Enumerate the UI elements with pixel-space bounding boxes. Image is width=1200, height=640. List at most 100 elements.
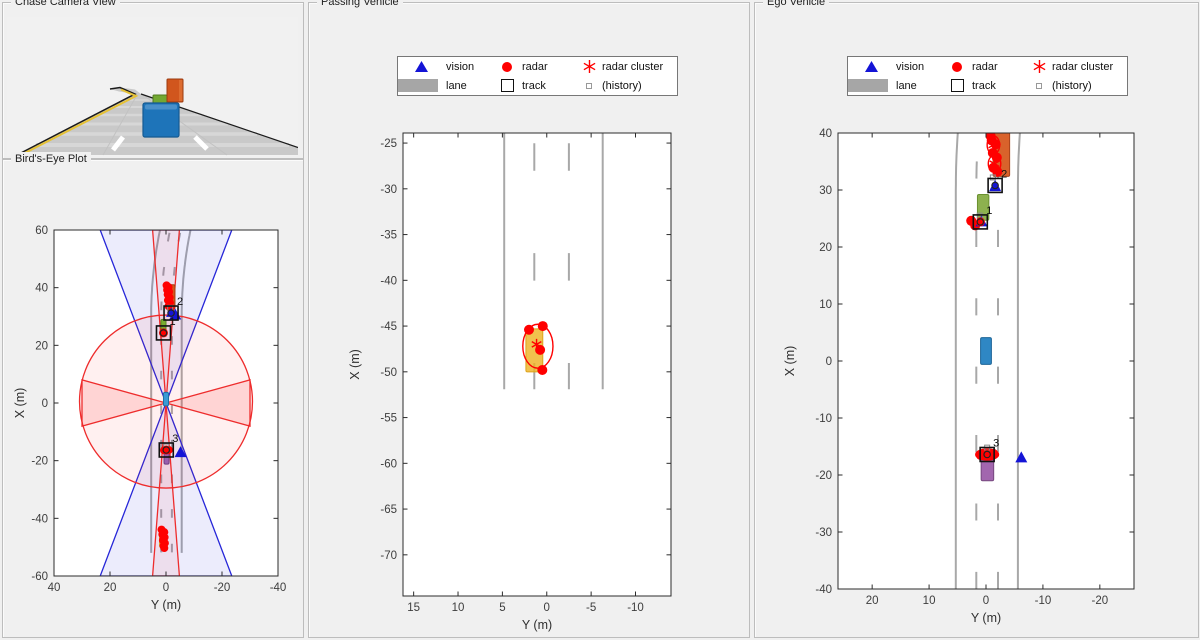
y-axis-label: X (m) — [783, 346, 797, 377]
svg-text:-10: -10 — [1035, 595, 1052, 607]
vehicle-ego-vehicle — [162, 391, 170, 407]
ego-plot-area: 1 2 3 — [954, 133, 1028, 589]
x-axis-label: Y (m) — [522, 618, 552, 632]
legend-label-history: (history) — [602, 79, 642, 92]
passing-vehicle-plot: 15 10 5 0 -5 -10 -25 -30 -35 -40 -45 -50 -55 -60 -65 -7… — [348, 132, 672, 632]
vision-detection — [1015, 451, 1028, 463]
radar-cluster-marker — [531, 338, 542, 350]
birdseye-plot: 12 3 40 20 0 -20 -40 60 40 20 0 -20 -40 -60 Y (m) X (m) — [13, 225, 286, 612]
panel-title-chase: Chase Camera View — [11, 0, 120, 9]
tick-labels: 40 20 0 -20 -40 60 40 20 0 -20 -40 -60 — [31, 225, 286, 594]
vision-legend-icon — [848, 57, 894, 76]
svg-text:40: 40 — [35, 283, 48, 295]
x-axis-label: Y (m) — [151, 598, 181, 612]
svg-text:-10: -10 — [815, 413, 832, 425]
svg-text:20: 20 — [104, 582, 117, 594]
radar-detection — [991, 152, 1002, 163]
panel-ego-vehicle: Ego Vehicle 1 2 3 20 10 0 -10 -20 40 30 20 10 0 -10 -2… — [754, 0, 1199, 638]
track-label-1: 1 — [169, 316, 175, 328]
legend-label-radar-cluster: radar cluster — [602, 60, 664, 73]
lane-boundary — [997, 133, 1001, 589]
track-label-2: 2 — [177, 296, 183, 308]
x-axis-label: Y (m) — [971, 611, 1001, 625]
svg-text:20: 20 — [819, 242, 832, 254]
panel-title-birdseye: Bird's-Eye Plot — [11, 152, 91, 166]
road-yellow-line — [20, 88, 139, 156]
y-axis-label: X (m) — [348, 349, 362, 380]
lane-boundary — [954, 133, 959, 589]
track-marker-1: 1 — [155, 316, 176, 341]
axes-box — [402, 132, 672, 597]
radar-side-right-coverage — [163, 379, 251, 427]
legend-label-track: track — [972, 79, 996, 92]
track-label-3: 3 — [993, 437, 999, 449]
tick-marks — [838, 132, 1134, 590]
y-axis-label: X (m) — [13, 388, 27, 419]
legend-ego: vision radar radar cluster lane track (h… — [847, 56, 1128, 96]
lane-legend-icon — [848, 76, 894, 95]
passing-plot-area — [503, 133, 604, 390]
radar-detection — [537, 364, 548, 375]
radar-cluster-legend-icon — [578, 57, 600, 76]
truck-side-face — [179, 80, 183, 101]
track-label-1: 1 — [986, 205, 992, 217]
track-label-2: 2 — [1001, 168, 1007, 180]
svg-text:0: 0 — [826, 356, 832, 368]
lane-boundary — [180, 230, 192, 553]
svg-text:-45: -45 — [380, 321, 397, 333]
svg-text:5: 5 — [499, 602, 505, 614]
svg-text:10: 10 — [452, 602, 465, 614]
svg-text:-65: -65 — [380, 504, 397, 516]
vision-detection — [174, 446, 187, 458]
svg-text:30: 30 — [819, 185, 832, 197]
radar-detection — [160, 544, 169, 553]
svg-text:-30: -30 — [380, 184, 397, 196]
panel-passing-vehicle: Passing Vehicle 15 10 5 0 -5 -10 -25 -30 -35 -40 -… — [308, 0, 750, 638]
panel-birdseye-plot: Bird's-Eye Plot 1 2 3 40 20 0 -20 -40 60 40 20 0 -20… — [2, 152, 304, 638]
tick-marks — [53, 229, 279, 577]
track-marker-3: 3 — [979, 437, 999, 463]
lane-legend-icon — [398, 76, 444, 95]
chase-camera-scene — [7, 17, 298, 156]
svg-text:-60: -60 — [380, 458, 397, 470]
vehicle-ego-vehicle — [980, 337, 992, 365]
svg-text:-60: -60 — [31, 571, 48, 583]
history-legend-icon — [578, 76, 600, 95]
birdseye-plot-area: 12 3 — [78, 230, 254, 576]
legend-label-lane: lane — [446, 79, 467, 92]
svg-text:0: 0 — [544, 602, 550, 614]
svg-text:0: 0 — [163, 582, 169, 594]
lane-boundary — [975, 133, 980, 589]
road-left-edge — [16, 86, 137, 156]
svg-text:-10: -10 — [627, 602, 644, 614]
radar-cluster-marker — [989, 158, 1000, 170]
svg-text:-35: -35 — [380, 230, 397, 242]
track-legend-icon — [494, 76, 520, 95]
svg-text:-40: -40 — [270, 582, 287, 594]
radar-detection — [535, 344, 546, 355]
svg-text:0: 0 — [42, 398, 48, 410]
legend-label-history: (history) — [1052, 79, 1092, 92]
radar-side-left-coverage — [81, 379, 169, 427]
track-marker-1: 1 — [972, 205, 992, 230]
svg-text:-25: -25 — [380, 138, 397, 150]
svg-text:-70: -70 — [380, 550, 397, 562]
legend-label-lane: lane — [896, 79, 917, 92]
vision-front-coverage — [99, 230, 233, 405]
history-legend-icon — [1028, 76, 1050, 95]
track-marker-2: 2 — [163, 296, 183, 321]
ego-vehicle-roof — [145, 104, 177, 110]
tick-labels: 15 10 5 0 -5 -10 -25 -30 -35 -40 -45 -50 -55 -60 -65 -7… — [380, 138, 643, 614]
svg-text:60: 60 — [35, 225, 48, 237]
tick-marks — [403, 133, 671, 596]
legend-label-vision: vision — [446, 60, 475, 73]
svg-text:-40: -40 — [380, 275, 397, 287]
legend-passing: vision radar radar cluster lane track (h… — [397, 56, 678, 96]
svg-text:20: 20 — [866, 595, 879, 607]
legend-label-radar-cluster: radar cluster — [1052, 60, 1114, 73]
legend-label-radar: radar — [972, 60, 998, 73]
svg-text:-30: -30 — [815, 527, 832, 539]
track-label-3: 3 — [172, 433, 178, 445]
lane-boundary — [150, 230, 161, 553]
car-ahead-3d — [152, 94, 168, 104]
